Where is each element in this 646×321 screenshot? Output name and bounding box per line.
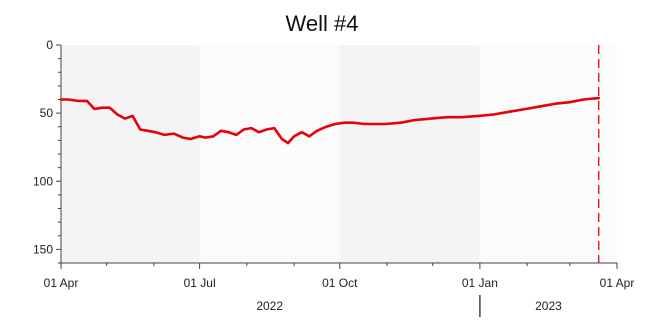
x-tick-label: 01 Apr — [44, 276, 79, 290]
x-tick-label: 01 Jan — [462, 276, 498, 290]
chart-title: Well #4 — [286, 11, 359, 36]
y-tick-label: 0 — [46, 38, 53, 52]
water-level-series — [59, 96, 601, 145]
plot-background — [61, 45, 617, 263]
year-label: 2023 — [535, 299, 562, 313]
y-tick-label: 50 — [40, 106, 54, 120]
quarter-band — [199, 45, 340, 263]
tick-labels: 0 50 100 150 01 Apr 01 Jul 01 Oct 01 Jan 01 Apr 2… — [33, 38, 634, 313]
x-tick-label: 01 Jul — [184, 276, 216, 290]
y-tick-label: 150 — [33, 242, 53, 256]
y-tick-label: 100 — [33, 174, 53, 188]
axes — [56, 44, 618, 317]
year-label: 2022 — [256, 299, 283, 313]
x-tick-label: 01 Oct — [322, 276, 358, 290]
series-layer — [59, 96, 601, 145]
x-tick-label: 01 Apr — [600, 276, 635, 290]
quarter-band — [479, 45, 617, 263]
